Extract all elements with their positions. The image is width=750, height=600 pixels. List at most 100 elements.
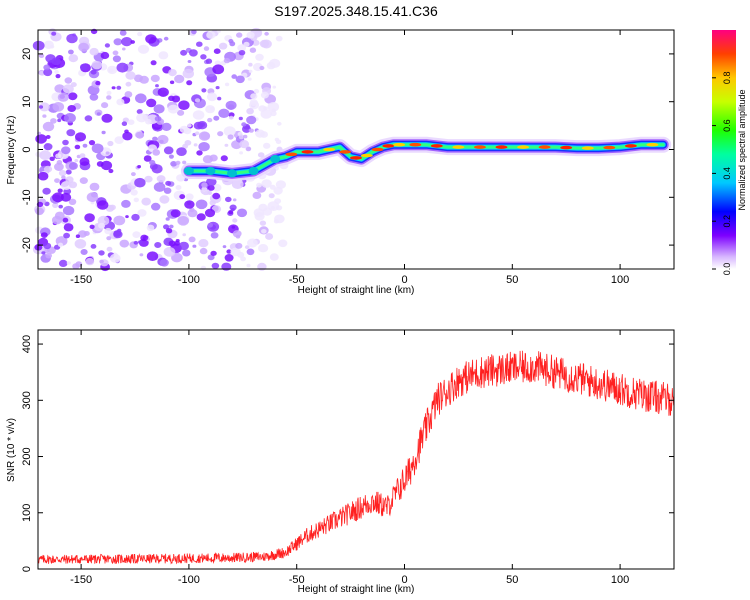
ridge-spot [227,169,238,178]
noise-blob [154,116,162,122]
noise-blob [193,143,198,147]
noise-blob [66,129,76,137]
noise-blob [90,69,97,75]
noise-blob [64,77,73,84]
noise-blob [61,175,66,180]
noise-blob [169,224,174,229]
noise-blob [207,191,213,195]
noise-blob [269,253,279,261]
noise-blob [104,43,110,48]
noise-blob [43,165,53,173]
noise-blob [204,208,216,218]
noise-blob [157,134,169,145]
noise-blob [184,200,195,209]
noise-blob [40,232,48,239]
ridge-hotspot [409,142,422,147]
noise-blob [259,220,267,226]
noise-blob [62,84,74,94]
noise-blob [100,51,110,60]
noise-blob [265,233,274,240]
x-tick-label: 50 [506,574,518,586]
ridge-hotspot [474,145,486,149]
ridge-hotspot [285,152,298,157]
ridge-hotspot [646,142,659,147]
noise-blob [220,155,228,162]
noise-blob [39,102,50,112]
noise-blob [267,201,280,212]
spectrogram-noise-blobs [32,27,289,272]
noise-blob [134,177,146,188]
noise-blob [131,172,136,177]
noise-blob [137,31,143,37]
noise-blob [196,150,203,156]
noise-blob [78,42,89,52]
noise-blob [98,222,106,229]
noise-blob [196,41,203,47]
noise-blob [195,199,208,210]
noise-blob [116,98,125,106]
noise-blob [179,194,186,200]
noise-blob [178,100,190,110]
x-tick-label: -50 [289,574,305,586]
noise-blob [188,236,196,243]
noise-blob [218,108,230,119]
noise-blob [117,228,122,233]
noise-blob [57,92,69,102]
noise-blob [101,130,106,135]
noise-blob [223,126,236,137]
noise-blob [261,229,267,234]
colorbar-tick-label: 0.8 [722,72,732,85]
noise-blob [108,168,114,174]
noise-blob [240,256,247,262]
noise-blob [75,261,83,268]
noise-blob [205,58,213,64]
noise-blob [275,180,286,189]
noise-blob [230,208,235,212]
noise-blob [114,136,124,145]
noise-blob [80,249,88,255]
noise-blob [264,31,269,36]
noise-blob [177,216,189,226]
noise-blob [243,134,248,139]
noise-blob [203,46,210,51]
noise-blob [163,36,169,41]
ridge-hotspot [603,145,616,150]
noise-blob [163,224,170,230]
noise-blob [159,195,170,204]
noise-blob [182,249,191,257]
noise-blob [68,162,78,170]
noise-blob [215,86,220,90]
noise-blob [210,232,219,239]
noise-blob [277,121,282,126]
noise-blob [170,161,178,167]
noise-blob [38,105,44,109]
y-tick-label: 300 [21,391,33,409]
noise-blob [232,198,237,202]
ridge-hotspot [538,145,551,149]
noise-blob [58,170,67,177]
ridge-spot [248,167,259,176]
noise-blob [122,131,133,141]
noise-blob [136,109,143,115]
noise-blob [146,98,157,108]
noise-blob [62,205,75,216]
noise-blob [57,242,64,247]
noise-blob [68,54,79,63]
noise-blob [86,192,99,203]
noise-blob [206,177,217,187]
noise-blob [155,84,159,88]
ridge-hotspot [339,150,352,154]
noise-blob [80,63,88,71]
noise-blob [119,30,127,36]
noise-blob [259,65,265,71]
noise-blob [165,217,170,221]
noise-blob [229,115,234,120]
noise-blob [54,162,64,171]
noise-blob [63,113,76,123]
noise-blob [213,48,221,54]
noise-blob [106,246,113,252]
noise-blob [257,262,267,271]
noise-blob [98,250,105,256]
noise-blob [244,245,250,250]
